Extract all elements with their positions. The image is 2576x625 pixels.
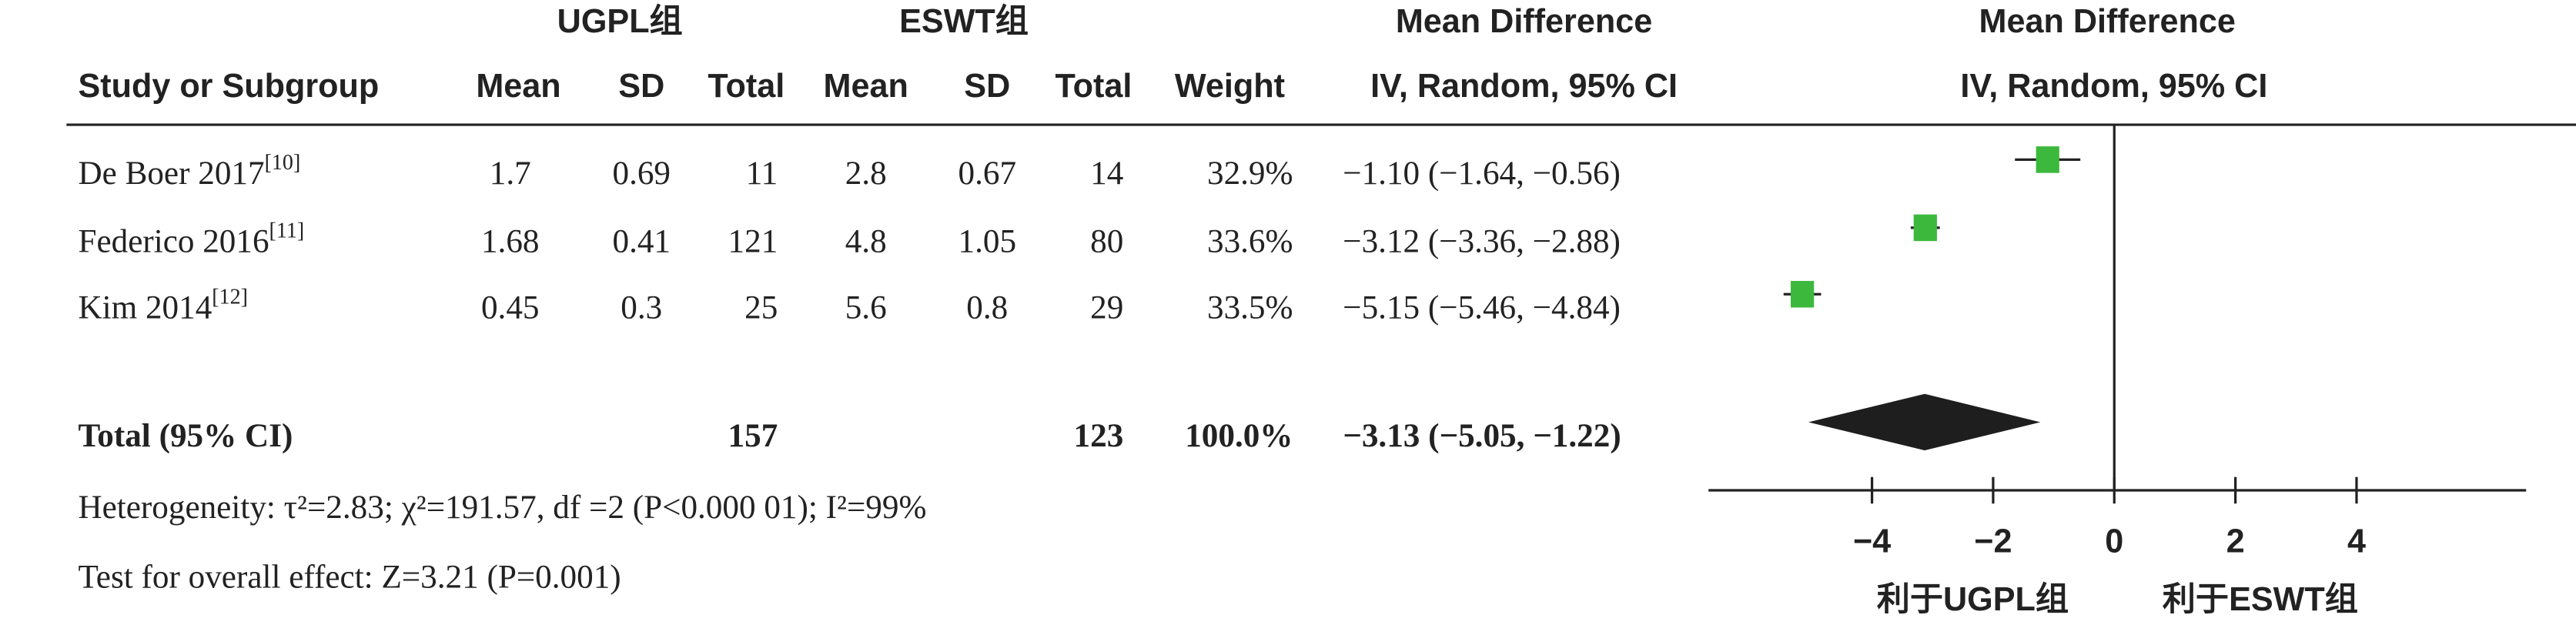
cell: 157 — [728, 418, 778, 454]
cell: 100.0% — [1185, 418, 1293, 454]
x-tick-label: −4 — [1853, 523, 1891, 560]
cell: 33.5% — [1207, 290, 1293, 326]
cell: 80 — [1090, 223, 1123, 259]
total-label: Total (95% CI) — [78, 418, 293, 454]
effect-title: Mean Difference — [1396, 3, 1652, 40]
x-tick-label: −2 — [1974, 523, 2012, 560]
group-header: ESWT组 — [899, 3, 1029, 40]
cell: 2.8 — [845, 155, 887, 192]
cell: 0.45 — [481, 290, 540, 326]
plot-method: IV, Random, 95% CI — [1960, 68, 2267, 105]
column-header: Mean — [476, 68, 560, 105]
cell: 11 — [746, 155, 778, 192]
ci-label: −3.12 (−3.36, −2.88) — [1343, 223, 1621, 259]
cell: 1.68 — [481, 223, 540, 259]
column-header: Total — [1055, 68, 1132, 105]
plot-title: Mean Difference — [1979, 3, 2236, 40]
study-name: Federico 2016[11] — [78, 219, 304, 260]
cell: 29 — [1090, 290, 1123, 326]
overall-effect: Test for overall effect: Z=3.21 (P=0.001… — [78, 559, 621, 595]
column-header: Total — [708, 68, 785, 105]
cell: 5.6 — [845, 290, 887, 326]
cell: 123 — [1074, 418, 1124, 454]
ci-label: −3.13 (−5.05, −1.22) — [1343, 418, 1621, 454]
x-tick-label: 0 — [2105, 523, 2123, 560]
study-ref: [11] — [269, 219, 305, 243]
x-tick-label: 2 — [2226, 523, 2245, 560]
favours-left: 利于UGPL组 — [1877, 581, 2069, 618]
cell: 14 — [1090, 155, 1123, 192]
column-header: Mean — [824, 68, 908, 105]
summary-diamond — [1808, 393, 2041, 451]
effect-square — [1913, 214, 1937, 242]
effect-square — [1790, 280, 1815, 308]
cell: 0.67 — [958, 155, 1017, 192]
column-header: Study or Subgroup — [78, 68, 379, 105]
favours-right: 利于ESWT组 — [2163, 581, 2358, 618]
ci-label: −5.15 (−5.46, −4.84) — [1343, 290, 1621, 326]
group-header: UGPL组 — [557, 3, 683, 40]
ci-label: −1.10 (−1.64, −0.56) — [1343, 155, 1621, 192]
cell: 32.9% — [1207, 155, 1293, 192]
cell: 33.6% — [1207, 223, 1293, 259]
x-tick-label: 4 — [2347, 523, 2366, 560]
effect-square — [2036, 146, 2059, 173]
cell: 25 — [744, 290, 778, 326]
study-ref: [12] — [212, 286, 248, 309]
study-name: De Boer 2017[10] — [78, 151, 300, 192]
study-ref: [10] — [265, 151, 301, 175]
cell: 1.7 — [490, 155, 531, 192]
cell: 0.8 — [966, 290, 1008, 326]
cell: 0.69 — [612, 155, 671, 192]
cell: 0.3 — [621, 290, 662, 326]
column-header: Weight — [1175, 68, 1285, 105]
cell: 4.8 — [845, 223, 887, 259]
cell: 0.41 — [612, 223, 671, 259]
cell: 121 — [728, 223, 778, 259]
heterogeneity: Heterogeneity: τ²=2.83; χ²=191.57, df =2… — [78, 490, 926, 526]
column-header: SD — [618, 68, 664, 105]
column-header: SD — [964, 68, 1010, 105]
cell: 1.05 — [958, 223, 1017, 259]
study-name: Kim 2014[12] — [78, 286, 248, 326]
effect-method: IV, Random, 95% CI — [1370, 68, 1678, 105]
